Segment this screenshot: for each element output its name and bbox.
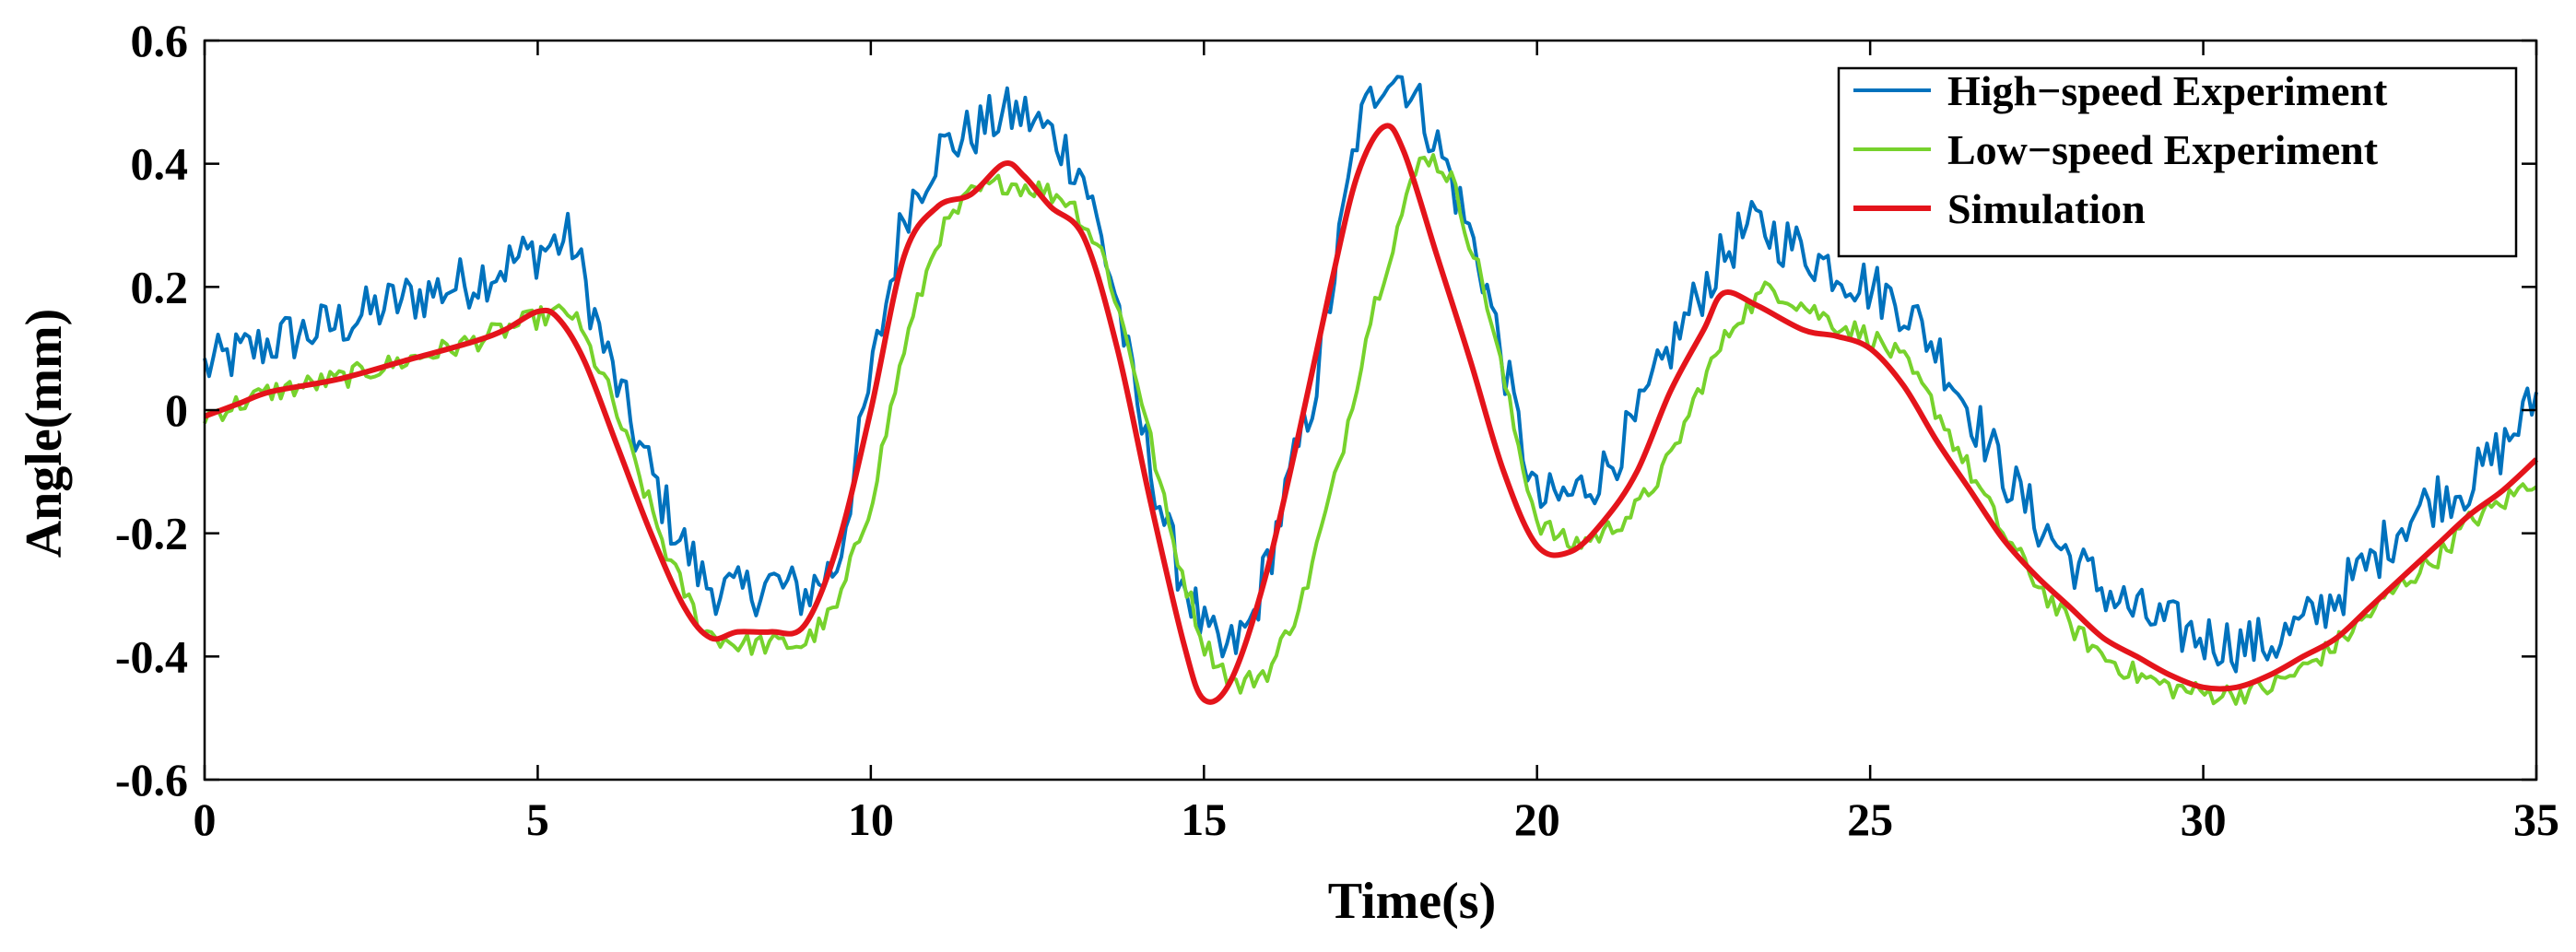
legend-label: Low−speed Experiment <box>1947 126 2379 173</box>
x-tick-label: 0 <box>194 793 217 845</box>
x-tick-label: 10 <box>848 793 894 845</box>
x-tick-label: 25 <box>1847 793 1893 845</box>
x-tick-label: 20 <box>1514 793 1560 845</box>
legend-label: Simulation <box>1947 185 2146 232</box>
x-tick-label: 35 <box>2513 793 2559 845</box>
y-tick-label: 0 <box>165 384 188 436</box>
series-line-2 <box>203 153 2538 706</box>
y-tick-label: -0.6 <box>115 754 188 805</box>
x-tick-label: 15 <box>1181 793 1227 845</box>
legend-box <box>1837 66 2518 258</box>
y-axis-label: Angle(mm) <box>16 309 73 558</box>
legend-label: High−speed Experiment <box>1947 67 2388 114</box>
axes-layer: 0 5 10 15 20 25 30 35 -0.6 -0.4 -0.2 0 0.2 0.4 0.6 <box>115 15 2559 845</box>
y-tick-label: 0.4 <box>131 138 189 190</box>
series-line-1 <box>203 75 2538 674</box>
x-tick-label: 30 <box>2181 793 2227 845</box>
series-layer <box>203 75 2539 706</box>
y-tick-label: -0.4 <box>115 630 188 682</box>
x-tick-label: 5 <box>526 793 549 845</box>
series-line-3 <box>203 123 2539 705</box>
y-tick-label: -0.2 <box>115 508 188 559</box>
legend: High−speed Experiment Low−speed Experimen… <box>1837 66 2518 258</box>
y-tick-label: 0.6 <box>131 15 189 66</box>
x-axis-label: Time(s) <box>1328 873 1497 930</box>
y-tick-label: 0.2 <box>131 261 189 312</box>
